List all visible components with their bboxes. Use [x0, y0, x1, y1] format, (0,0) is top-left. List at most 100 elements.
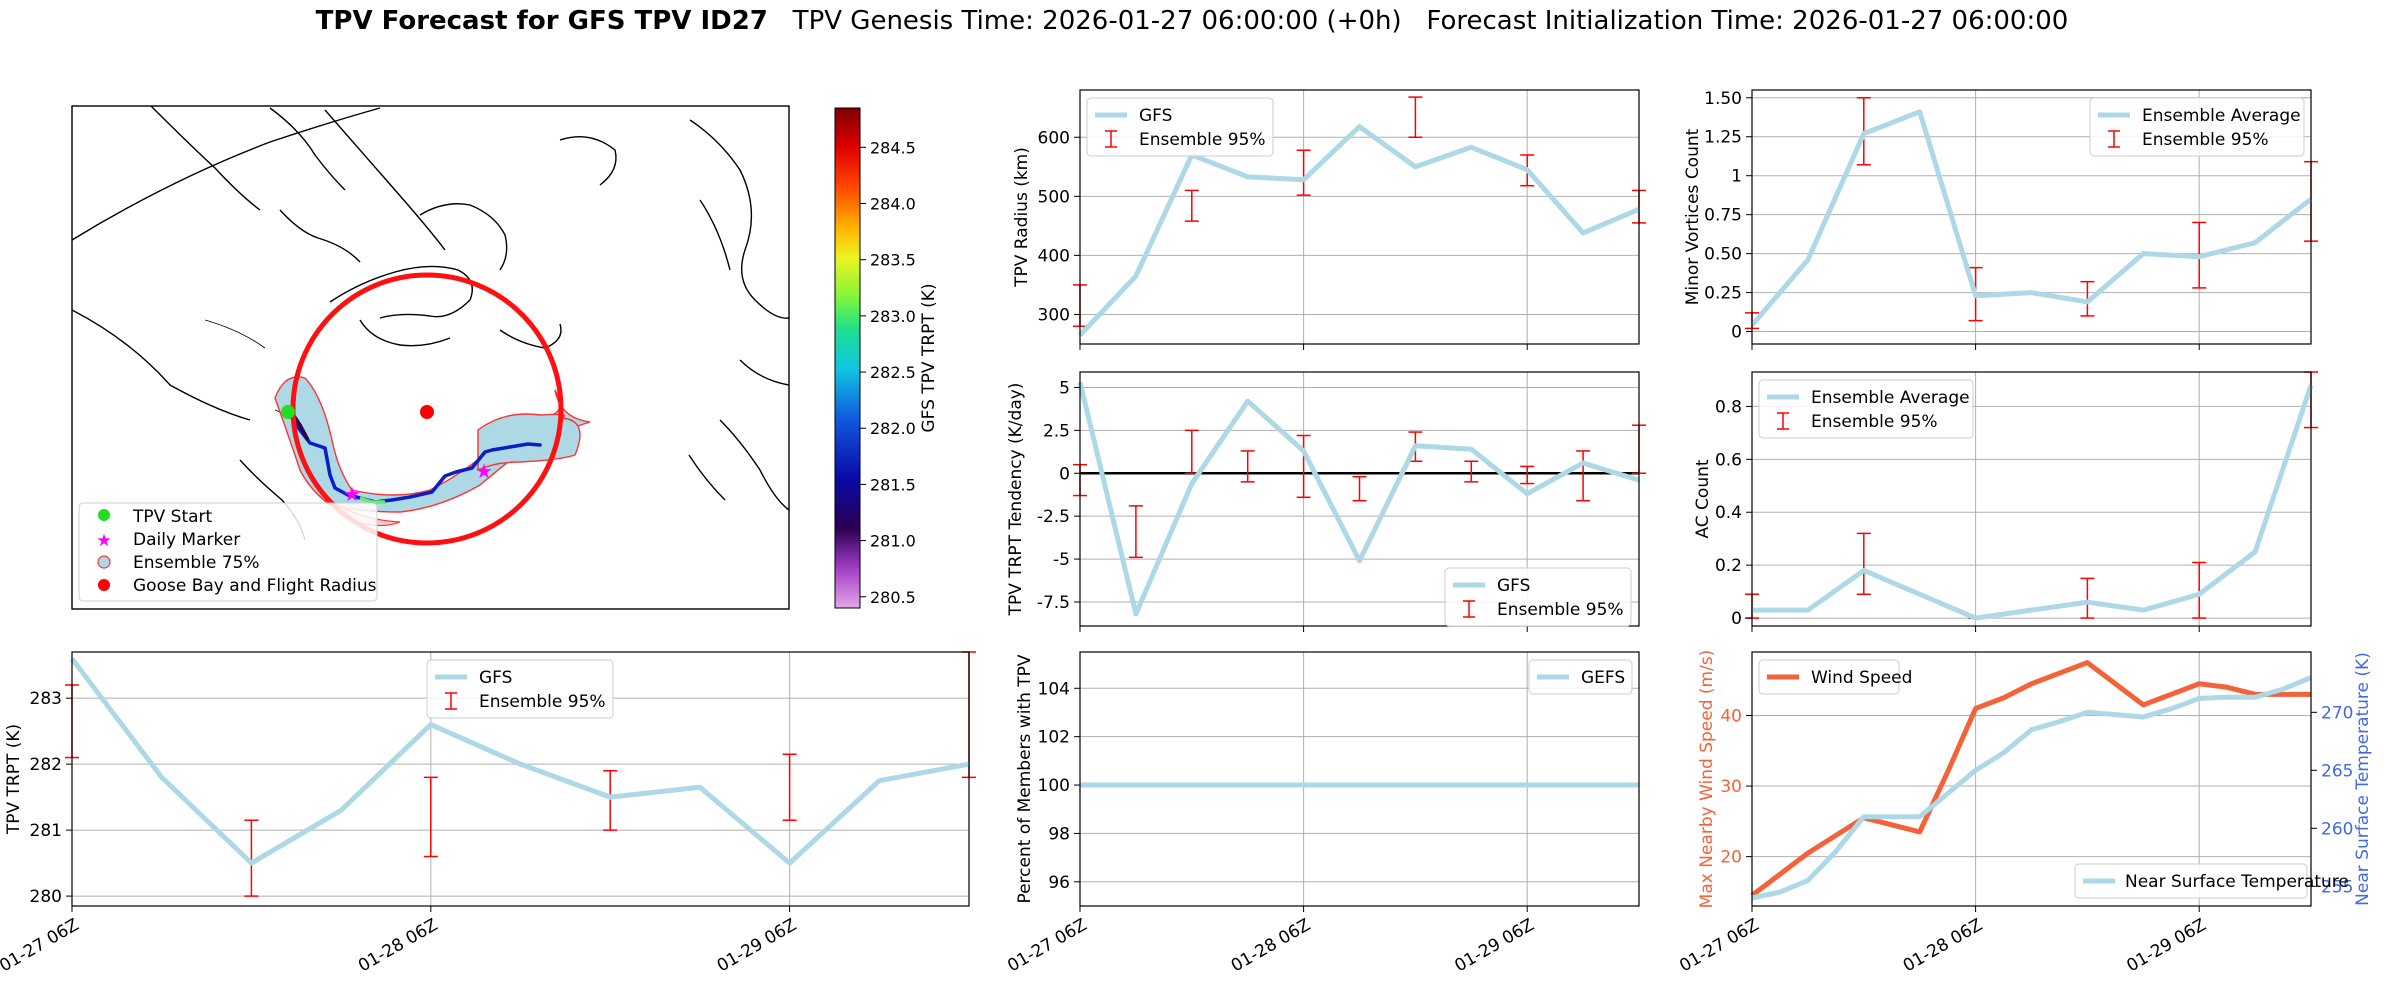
map-legend-box	[78, 502, 378, 602]
minor-legend: Ensemble Average Ensemble 95%	[2089, 97, 2305, 157]
trpt-legend-label-0: GFS	[479, 668, 512, 688]
radius-ytick-label-0: 300	[1038, 305, 1070, 325]
ac-ytick-label-0: 0	[1731, 609, 1742, 629]
wind-ytick2-label-3: 270	[2321, 703, 2353, 723]
coastlines	[72, 106, 789, 541]
ac-ytick-label-2: 0.4	[1715, 503, 1742, 523]
tendency-errorbar-9	[1576, 450, 1591, 502]
colorbar-label: GFS TPV TRPT (K)	[919, 283, 939, 432]
wind-ytick-label-2: 40	[1720, 707, 1742, 727]
ac-ytick-label-3: 0.6	[1715, 450, 1742, 470]
percent-ytick-label-3: 102	[1038, 728, 1070, 748]
legend-tpv-start: TPV Start	[132, 507, 213, 527]
minor-ytick-label-1: 0.25	[1704, 284, 1742, 304]
trpt-errorbar-1	[244, 819, 259, 897]
percent-xtick-label-0: 01-27 06Z	[1004, 915, 1090, 976]
wind-ylabel2: Near Surface Temperature (K)	[2353, 652, 2373, 906]
percent-frame	[1079, 651, 1640, 907]
colorbar-gradient	[834, 107, 861, 609]
radius-ytick-label-3: 600	[1038, 128, 1070, 148]
percent-xtick-label-2: 01-29 06Z	[1451, 915, 1537, 976]
minor-ytick-label-3: 0.75	[1704, 206, 1742, 226]
radius-ylabel: TPV Radius (km)	[1012, 147, 1032, 288]
colorbar-tick-label-6: 283.5	[870, 251, 916, 270]
map-legend: TPV Start ★ Daily Marker Ensemble 75% Go…	[78, 502, 378, 602]
wind-legend2-box	[2074, 863, 2308, 899]
wind-series-0	[1750, 660, 2311, 898]
percent-legend-label-0: GEFS	[1581, 668, 1625, 688]
legend-ensemble-75: Ensemble 75%	[133, 553, 260, 573]
wind-ytick2-label-2: 265	[2321, 761, 2353, 781]
colorbar-tick-label-7: 284.0	[870, 195, 916, 214]
minor-legend-label-0: Ensemble Average	[2142, 106, 2301, 126]
colorbar-tick-label-3: 282.0	[870, 419, 916, 438]
tendency-ytick-label-1: -5	[1053, 550, 1070, 570]
wind-series-1	[1751, 675, 2312, 901]
trpt-errorbar-3	[603, 770, 618, 831]
tendency-errorbar-8	[1520, 465, 1535, 485]
daily-marker-2: ★	[475, 459, 493, 483]
tendency-ytick-label-3: 0	[1059, 464, 1070, 484]
tendency-ytick-label-5: 5	[1059, 378, 1070, 398]
legend-goose-bay-symbol	[98, 579, 110, 591]
trpt-legend-label-1: Ensemble 95%	[479, 692, 606, 712]
wind-legend-box	[1758, 659, 1900, 695]
minor-legend-box	[2089, 97, 2305, 157]
ac-errorbar-3	[2080, 577, 2095, 619]
minor-ytick-label-2: 0.50	[1704, 245, 1742, 265]
ac-ytick-label-4: 0.8	[1715, 397, 1742, 417]
wind-xtick-label-1: 01-28 06Z	[1900, 915, 1986, 976]
minor-ytick-label-5: 1.25	[1704, 128, 1742, 148]
trpt-legend: GFS Ensemble 95%	[426, 659, 614, 719]
tendency-frame	[1079, 371, 1640, 627]
ac-legend-box	[1758, 379, 1974, 439]
colorbar-tick-label-1: 281.0	[870, 532, 916, 551]
percent-xtick-label-1: 01-28 06Z	[1228, 915, 1314, 976]
legend-daily-marker: Daily Marker	[133, 530, 240, 550]
wind-ytick2-label-1: 260	[2321, 819, 2353, 839]
colorbar-tick-label-2: 281.5	[870, 475, 916, 494]
wind-legend2: Near Surface Temperature	[2074, 863, 2349, 899]
tpv-start-marker	[281, 405, 295, 419]
panel-tendency: -7.5 -5 -2.5 0 2.5 5 TPV TRPT Tendency (K/day)…	[1006, 371, 1646, 632]
trpt-xtick-label-0: 01-27 06Z	[0, 915, 83, 976]
colorbar-tick-label-4: 282.5	[870, 363, 916, 382]
tendency-ytick-label-2: -2.5	[1037, 507, 1070, 527]
minor-ytick-label-0: 0	[1731, 323, 1742, 343]
figure-title-bold: TPV Forecast for GFS TPV ID27	[315, 6, 768, 36]
colorbar: 280.5 281.0 281.5 282.0 282.5 283.0 283.5 284.0…	[834, 107, 939, 609]
ac-series-line	[1752, 384, 2314, 621]
panel-radius: 300 400 500 600 TPV Radius (km) GFS Ensemble 9…	[1012, 89, 1646, 350]
colorbar-tick-label-5: 283.0	[870, 307, 916, 326]
tendency-legend-box	[1444, 567, 1632, 627]
minor-legend-label-1: Ensemble 95%	[2142, 130, 2269, 150]
tendency-errorbar-1	[1128, 505, 1143, 559]
percent-legend-box	[1528, 659, 1633, 695]
ac-ytick-label-1: 0.2	[1715, 556, 1742, 576]
tendency-legend-label-1: Ensemble 95%	[1497, 600, 1624, 620]
map-frame	[71, 105, 790, 610]
radius-ytick-label-1: 400	[1038, 246, 1070, 266]
radius-legend-box	[1086, 97, 1274, 157]
trpt-xtick-label-1: 01-28 06Z	[355, 915, 441, 976]
trpt-legend-box	[426, 659, 614, 719]
trpt-frame	[71, 651, 970, 907]
trpt-errorbar-4	[782, 753, 797, 821]
tendency-legend-label-0: GFS	[1497, 576, 1530, 596]
radius-errorbar-1	[1184, 189, 1199, 222]
radius-legend-label-1: Ensemble 95%	[1139, 130, 1266, 150]
tendency-errorbar-4	[1296, 434, 1311, 499]
goose-bay-marker	[420, 405, 434, 419]
wind-frame	[1751, 651, 2312, 907]
radius-errorbar-3	[1408, 96, 1423, 139]
percent-ytick-label-1: 98	[1048, 824, 1070, 844]
minor-ylabel: Minor Vortices Count	[1683, 128, 1703, 305]
trpt-series-line	[70, 657, 970, 866]
radius-legend-label-0: GFS	[1139, 106, 1172, 126]
wind-legend2-label: Near Surface Temperature	[2125, 872, 2349, 892]
legend-ensemble-symbol	[97, 555, 111, 569]
